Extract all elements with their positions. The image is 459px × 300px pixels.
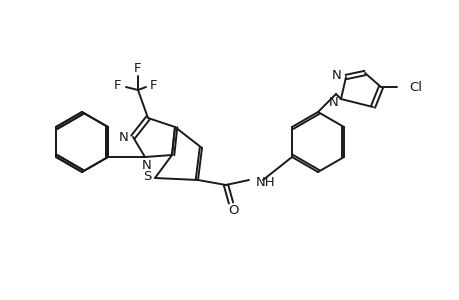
Text: F: F: [114, 79, 122, 92]
Text: N: N: [119, 130, 129, 143]
Text: N: N: [331, 68, 341, 82]
Text: F: F: [150, 79, 157, 92]
Text: F: F: [134, 61, 141, 74]
Text: O: O: [228, 203, 239, 217]
Text: Cl: Cl: [408, 80, 421, 94]
Text: N: N: [142, 158, 151, 172]
Text: N: N: [328, 95, 338, 109]
Text: NH: NH: [256, 176, 275, 188]
Text: S: S: [142, 169, 151, 182]
